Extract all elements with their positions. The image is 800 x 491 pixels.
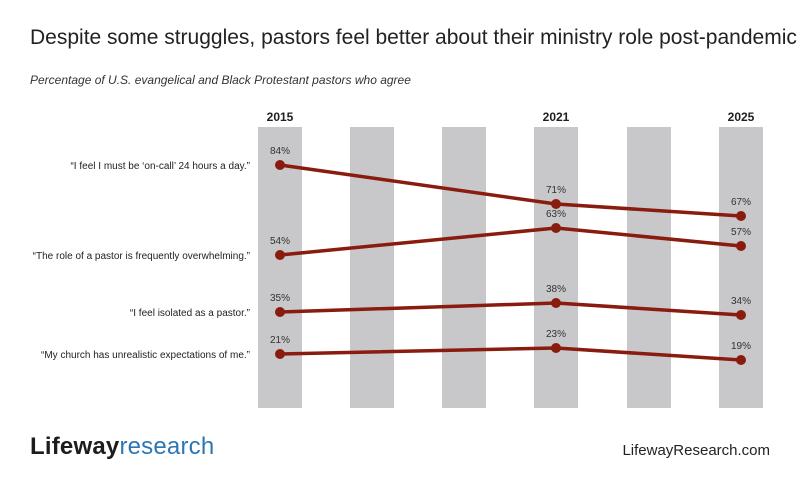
data-point [551,199,561,209]
data-label: 38% [546,284,566,295]
data-point [275,250,285,260]
series-line [278,346,743,362]
series-label: “My church has unrealistic expectations … [41,350,250,361]
x-tick-label: 2025 [728,110,755,124]
data-label: 23% [546,329,566,340]
data-label: 71% [546,185,566,196]
data-point [551,298,561,308]
data-label: 54% [270,236,290,247]
chart-subtitle: Percentage of U.S. evangelical and Black… [30,73,411,87]
data-point [551,343,561,353]
data-label: 84% [270,146,290,157]
series-label: “The role of a pastor is frequently over… [33,251,250,262]
data-point [275,349,285,359]
data-point [551,223,561,233]
data-point [275,307,285,317]
lifeway-research-logo: Lifewayresearch [30,433,214,461]
series-label: “I feel isolated as a pastor.” [130,308,250,319]
x-tick-label: 2021 [543,110,570,124]
website-url: LifewayResearch.com [622,442,770,459]
column-band-4 [534,127,578,408]
data-label: 21% [270,335,290,346]
series-line [278,301,743,317]
data-point [736,355,746,365]
data-point [736,241,746,251]
column-band-1 [258,127,302,408]
data-point [275,160,285,170]
chart-title: Despite some struggles, pastors feel bet… [30,26,797,49]
series-line [278,226,743,257]
data-label: 67% [731,197,751,208]
column-band-5 [627,127,671,408]
data-label: 34% [731,296,751,307]
data-label: 63% [546,209,566,220]
column-band-6 [719,127,763,408]
series-line [278,163,743,218]
data-label: 19% [731,341,751,352]
data-point [736,310,746,320]
data-label: 57% [731,227,751,238]
data-label: 35% [270,293,290,304]
logo-word-research: research [119,433,215,460]
column-band-3 [442,127,486,408]
data-point [736,211,746,221]
logo-word-lifeway: Lifeway [30,433,120,460]
column-band-2 [350,127,394,408]
series-label: “I feel I must be ‘on-call’ 24 hours a d… [70,161,250,172]
x-tick-label: 2015 [267,110,294,124]
